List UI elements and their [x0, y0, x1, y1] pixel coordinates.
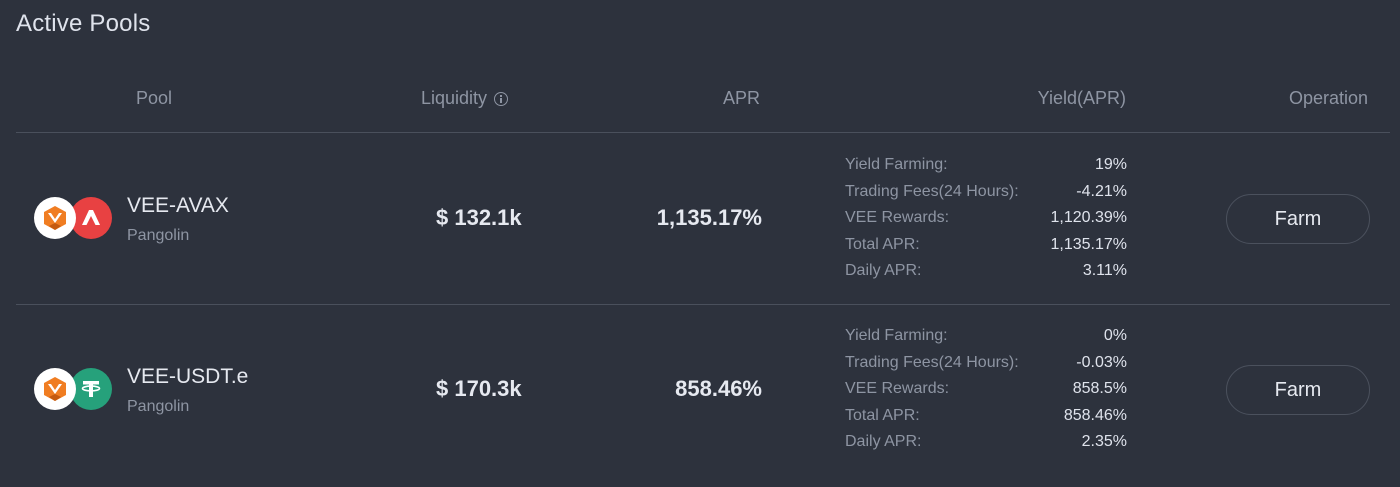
yield-line: VEE Rewards: 858.5%	[845, 380, 1127, 407]
yield-label: Yield Farming:	[845, 327, 948, 344]
header-apr: APR	[722, 88, 760, 108]
usdt-token-icon	[70, 368, 112, 410]
yield-value: 858.5%	[1072, 380, 1127, 397]
yield-label: VEE Rewards:	[845, 209, 950, 226]
yield-line: Total APR: 1,135.17%	[845, 236, 1127, 263]
yield-value: -4.21%	[1076, 182, 1127, 200]
yield-label: VEE Rewards:	[845, 380, 950, 397]
yield-value: 858.46%	[1063, 406, 1127, 424]
header-liquidity: Liquidity	[421, 88, 509, 109]
yield-line: Yield Farming: 19%	[845, 156, 1127, 183]
yield-label: Total APR:	[845, 235, 920, 253]
yield-value: 0%	[1103, 327, 1127, 344]
yield-line: Trading Fees(24 Hours): -0.03%	[845, 354, 1127, 381]
header-operation: Operation	[1288, 88, 1368, 108]
pool-source: Pangolin	[127, 398, 190, 415]
pool-liquidity: $ 132.1k	[436, 205, 522, 230]
yield-value: -0.03%	[1076, 353, 1127, 371]
pool-source: Pangolin	[127, 227, 190, 244]
yield-line: Total APR: 858.46%	[845, 407, 1127, 434]
yield-label: Yield Farming:	[845, 156, 948, 173]
yield-value: 3.11%	[1082, 262, 1127, 279]
table-row: VEE-USDT.e Pangolin $ 170.3k 858.46% Yie…	[16, 305, 1390, 475]
header-yield: Yield(APR)	[1037, 88, 1126, 108]
table-row: VEE-AVAX Pangolin $ 132.1k 1,135.17% Yie…	[16, 134, 1390, 305]
farm-button[interactable]: Farm	[1226, 194, 1370, 244]
table-header: Pool Liquidity APR Yield(APR) Operation	[16, 72, 1390, 133]
yield-line: Daily APR: 2.35%	[845, 433, 1127, 460]
yield-breakdown: Yield Farming: 0% Trading Fees(24 Hours)…	[845, 327, 1127, 460]
yield-label: Daily APR:	[845, 262, 922, 279]
yield-line: VEE Rewards: 1,120.39%	[845, 209, 1127, 236]
page-title: Active Pools	[16, 10, 151, 37]
header-pool: Pool	[136, 88, 173, 108]
yield-value: 2.35%	[1081, 433, 1127, 450]
pool-name: VEE-AVAX	[127, 194, 229, 217]
yield-line: Trading Fees(24 Hours): -4.21%	[845, 183, 1127, 210]
pool-token-icons	[34, 368, 114, 412]
yield-value: 19%	[1094, 156, 1127, 173]
pool-name: VEE-USDT.e	[127, 365, 249, 388]
yield-value: 1,120.39%	[1050, 209, 1127, 226]
yield-label: Daily APR:	[845, 433, 922, 450]
yield-label: Total APR:	[845, 406, 920, 424]
yield-line: Daily APR: 3.11%	[845, 262, 1127, 289]
yield-value: 1,135.17%	[1050, 235, 1127, 253]
pool-liquidity: $ 170.3k	[436, 376, 522, 401]
yield-line: Yield Farming: 0%	[845, 327, 1127, 354]
pool-apr: 1,135.17%	[656, 205, 762, 230]
vee-token-icon	[34, 197, 76, 239]
vee-token-icon	[34, 368, 76, 410]
header-liquidity-label: Liquidity	[421, 88, 488, 108]
yield-label: Trading Fees(24 Hours):	[845, 182, 1019, 200]
yield-label: Trading Fees(24 Hours):	[845, 353, 1019, 371]
pool-apr: 858.46%	[675, 376, 762, 401]
pool-token-icons	[34, 197, 114, 241]
avax-token-icon	[70, 197, 112, 239]
info-icon[interactable]	[494, 91, 509, 106]
farm-button[interactable]: Farm	[1226, 365, 1370, 415]
yield-breakdown: Yield Farming: 19% Trading Fees(24 Hours…	[845, 156, 1127, 289]
